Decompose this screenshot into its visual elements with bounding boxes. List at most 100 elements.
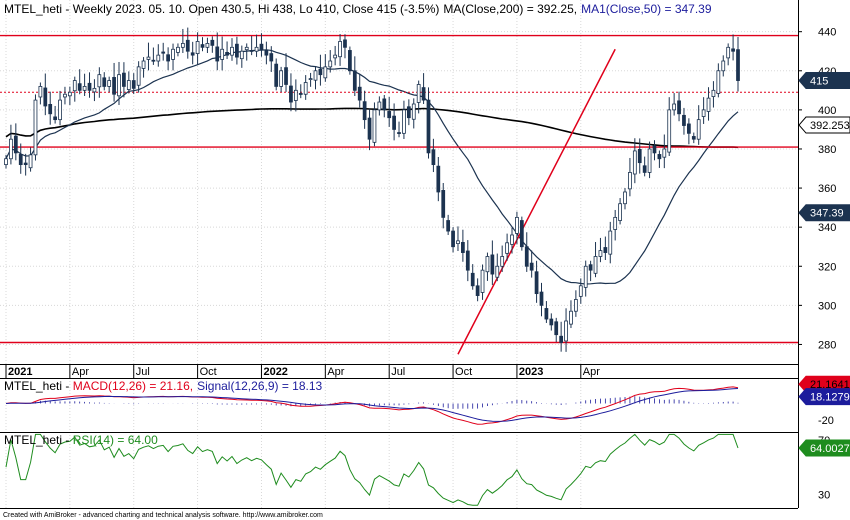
candle-body — [672, 103, 677, 111]
candle-body — [210, 39, 215, 46]
x-tick-label: Jul — [391, 366, 405, 378]
candle-body — [352, 70, 357, 91]
candle-body — [48, 104, 53, 115]
macd-panel — [5, 386, 739, 425]
candle-body — [333, 54, 338, 59]
candle-body — [534, 271, 539, 295]
candle-body — [126, 80, 131, 90]
candle-body — [235, 43, 239, 58]
candle-body — [185, 39, 190, 52]
candle-body — [343, 39, 347, 48]
candle-body — [72, 80, 77, 92]
candle-body — [539, 291, 544, 306]
ma200-line — [5, 107, 739, 149]
candle-body — [117, 74, 121, 97]
candle-body — [195, 41, 200, 54]
candle-body — [490, 254, 495, 275]
uptrend-line — [457, 48, 616, 355]
candle-body — [613, 216, 618, 230]
candle-body — [647, 148, 652, 173]
candle-body — [357, 86, 362, 101]
support-resistance-lines — [0, 34, 798, 344]
candle-body — [239, 50, 244, 60]
candle-body — [318, 68, 323, 76]
candle-body — [9, 138, 13, 160]
candle-body — [13, 135, 18, 154]
candle-body — [691, 136, 696, 140]
candle-body — [544, 308, 549, 320]
candle-body — [348, 50, 352, 72]
candle-body — [23, 162, 28, 166]
candle-body — [662, 148, 667, 158]
candle-body — [200, 44, 205, 48]
candle-body — [583, 265, 588, 288]
candle-body — [623, 191, 627, 205]
x-axis: 2021 Apr Jul Oct 2022 Apr Jul Oct 2023 Apr — [5, 364, 600, 378]
candle-body — [18, 154, 23, 166]
candle-body — [97, 74, 102, 88]
candle-body — [53, 116, 58, 121]
candle-body — [549, 318, 554, 326]
candle-body — [102, 77, 107, 87]
candle-body — [308, 78, 313, 80]
rsi-header: MTEL_heti - RSI(14) = 64.00 — [4, 433, 158, 447]
macd-symbol: MTEL_heti — [4, 379, 62, 393]
x-tick-label: Apr — [583, 366, 600, 378]
candle-body — [731, 48, 735, 52]
candle-body — [77, 83, 82, 91]
candle-body — [33, 99, 38, 156]
candle-body — [716, 70, 721, 94]
candle-body — [628, 172, 632, 190]
rsi-label: RSI(14) = 64.00 — [73, 433, 158, 447]
y-tick-label: 380 — [818, 144, 836, 156]
candle-body — [652, 145, 657, 154]
candle-body — [387, 111, 392, 119]
candle-body — [574, 299, 578, 312]
x-tick-label: Oct — [200, 366, 217, 378]
candle-body — [166, 54, 170, 62]
candle-body — [43, 87, 48, 107]
candle-body — [131, 80, 136, 89]
candle-body — [686, 123, 691, 134]
candle-body — [657, 154, 662, 160]
candle-body — [554, 321, 559, 336]
badge-label: 415 — [810, 76, 828, 88]
candle-body — [377, 101, 382, 111]
candle-body — [456, 240, 460, 244]
macd-y-tick-label: -20 — [818, 415, 834, 427]
candle-body — [706, 97, 711, 112]
candle-body — [328, 60, 333, 68]
candle-body — [436, 165, 441, 193]
candle-body — [416, 84, 421, 103]
candle-body — [677, 100, 681, 115]
moving-averages — [5, 49, 739, 285]
candle-body — [510, 234, 514, 245]
value-badge: 18.1279 — [798, 388, 850, 406]
candle-body — [87, 82, 92, 91]
y-tick-label: 300 — [818, 300, 836, 312]
candle-body — [392, 115, 396, 130]
candle-body — [465, 250, 470, 271]
macd-header: MTEL_heti - MACD(12,26) = 21.16, Signal(1… — [4, 379, 323, 393]
candle-body — [564, 320, 568, 342]
candle-body — [205, 43, 210, 48]
candle-body — [431, 149, 436, 166]
candle-body — [411, 103, 416, 120]
x-tick-label: Apr — [327, 366, 344, 378]
candle-body — [524, 246, 529, 267]
candle-body — [249, 50, 254, 52]
candle-body — [63, 93, 67, 98]
candle-body — [225, 52, 229, 56]
candle-body — [721, 60, 726, 72]
y-tick-label: 440 — [818, 27, 836, 39]
x-tick-label: Oct — [455, 366, 472, 378]
candle-body — [603, 247, 608, 253]
signal-label: Signal(12,26,9) = 18.13 — [197, 379, 322, 393]
x-tick-label: Apr — [72, 366, 89, 378]
candle-body — [578, 285, 583, 297]
y-tick-label: 280 — [818, 339, 836, 351]
candle-body — [726, 46, 731, 59]
candle-body — [92, 87, 97, 93]
candle-body — [618, 203, 622, 221]
